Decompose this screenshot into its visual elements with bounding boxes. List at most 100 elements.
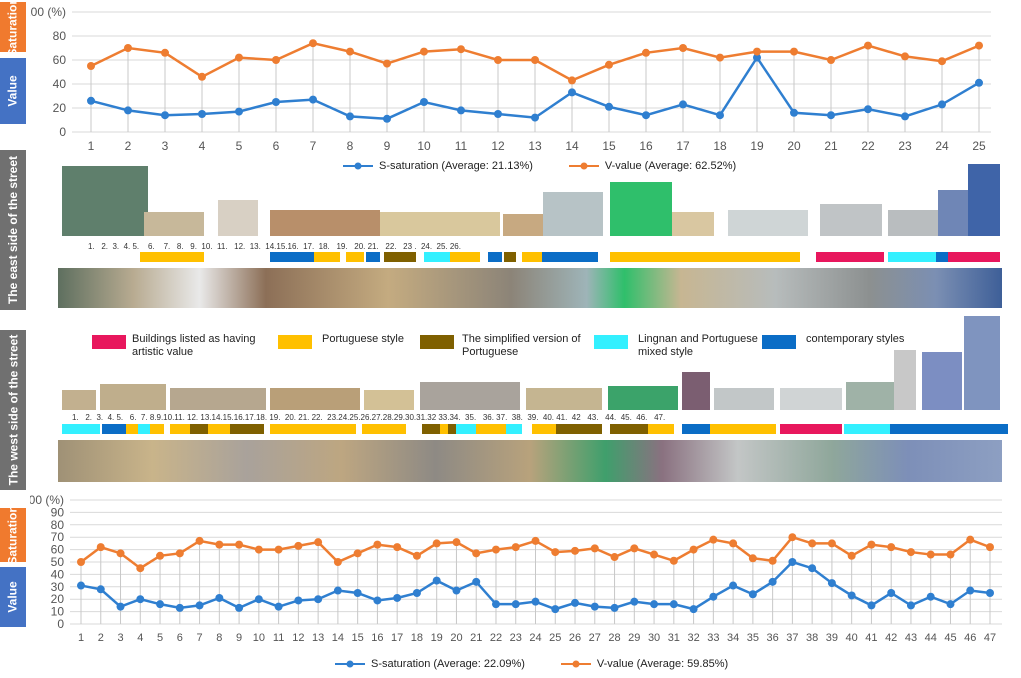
east-point-value [975,41,983,50]
east-seg-portuguese-1 [140,252,204,262]
east-seg-artistic-1 [816,252,884,262]
west-seg-portuguese-3 [170,424,190,434]
west-point-saturation [294,596,303,605]
east-xtick-label: 9 [384,139,391,153]
east-point-saturation [531,113,539,122]
east-point-value [679,44,687,52]
east-seg-portuguese-6 [610,252,670,262]
west-point-saturation [195,601,204,610]
west-xtick-label: 9 [236,632,242,644]
east-point-saturation [457,106,465,115]
east-ytick-label: 20 [53,101,67,115]
west-point-value [788,533,797,542]
west-point-value [353,549,362,558]
west-point-saturation [333,586,342,595]
west-point-saturation [77,581,85,590]
west-xtick-label: 45 [944,632,956,644]
east-point-saturation [901,112,909,121]
west-xtick-label: 33 [707,632,719,644]
west-xtick-label: 27 [589,632,601,644]
west-point-saturation [96,585,105,594]
east-seg-portuguese-2 [314,252,340,262]
west-seg-portuguese-4 [208,424,230,434]
east-color-sample-strip [58,268,1002,308]
east-xtick-label: 18 [713,139,727,153]
west-facade-silhouettes [62,316,1000,410]
west-legend-value: V-value (Average: 59.85%) [596,658,729,670]
east-point-saturation [827,111,835,120]
east-seg-portuguese-4 [450,252,480,262]
east-building-numbers: 1. 2. 3. 4. 5. 6. 7. 8. 9. 10. 11. 12. 1… [88,242,461,251]
east-xtick-label: 22 [861,139,875,153]
east-category-bar [140,252,1000,262]
west-seg-simplified-2 [230,424,264,434]
east-seg-contemporary-2 [366,252,380,262]
east-seg-lingnan-2 [888,252,936,262]
east-xtick-label: 16 [639,139,653,153]
west-point-value [531,536,540,545]
west-xtick-label: 14 [332,632,344,644]
west-ytick-label: 100 (%) [30,493,64,507]
west-ytick-label: 10 [51,605,65,619]
west-point-value [294,541,303,550]
west-point-saturation [116,602,125,611]
west-point-value [906,548,915,557]
east-point-saturation [716,111,724,120]
west-point-saturation [788,558,797,566]
east-point-value [124,44,132,52]
legend-contemporary: contemporary styles [762,333,936,349]
west-point-value [748,554,757,563]
legend-artistic: Buildings listed as having artistic valu… [92,333,282,359]
east-point-value [346,47,354,56]
west-xtick-label: 40 [846,632,858,644]
east-xtick-label: 6 [273,139,280,153]
west-point-saturation [729,581,738,590]
east-point-value [272,56,280,64]
west-point-value [373,540,382,549]
west-point-saturation [847,591,856,600]
east-point-value [235,53,243,62]
west-ytick-label: 70 [51,530,65,544]
west-point-value [274,545,283,554]
west-category-bar [62,424,1008,434]
west-legend: S-saturation (Average: 22.09%) V-value (… [335,658,728,670]
east-point-saturation [753,53,761,62]
west-point-value [195,536,204,545]
east-point-saturation [198,110,206,118]
east-point-saturation [87,96,95,105]
west-point-value [571,546,580,555]
east-point-value [864,41,872,50]
legend-value-swatch-west [560,660,591,668]
west-xtick-label: 7 [197,632,203,644]
west-ytick-label: 20 [51,592,65,606]
legend-value-swatch [568,162,599,170]
west-point-saturation [511,600,520,609]
west-seg-simplified-5 [556,424,602,434]
west-point-value [511,543,520,552]
west-point-value [986,543,994,552]
east-facade-silhouettes [62,164,1000,236]
west-point-value [887,543,896,552]
west-point-value [235,540,244,549]
west-xtick-label: 23 [510,632,522,644]
west-seg-portuguese-1 [126,424,138,434]
side-label-value-top: Value [0,58,26,124]
west-point-value [926,550,935,559]
west-xtick-label: 12 [292,632,304,644]
east-xtick-label: 8 [347,139,354,153]
west-seg-portuguese-9 [476,424,506,434]
west-point-value [96,543,105,552]
west-xtick-label: 2 [98,632,104,644]
legend-saturation-swatch [343,162,373,170]
west-point-value [452,538,461,547]
east-xtick-label: 5 [236,139,243,153]
east-point-saturation [420,98,428,106]
west-point-saturation [650,600,659,609]
west-xtick-label: 22 [490,632,502,644]
legend-saturation-swatch-west [335,660,365,668]
west-xtick-label: 32 [687,632,699,644]
east-point-saturation [679,100,687,109]
west-point-value [393,543,402,552]
west-point-saturation [768,577,777,586]
west-seg-lingnan-4 [506,424,522,434]
